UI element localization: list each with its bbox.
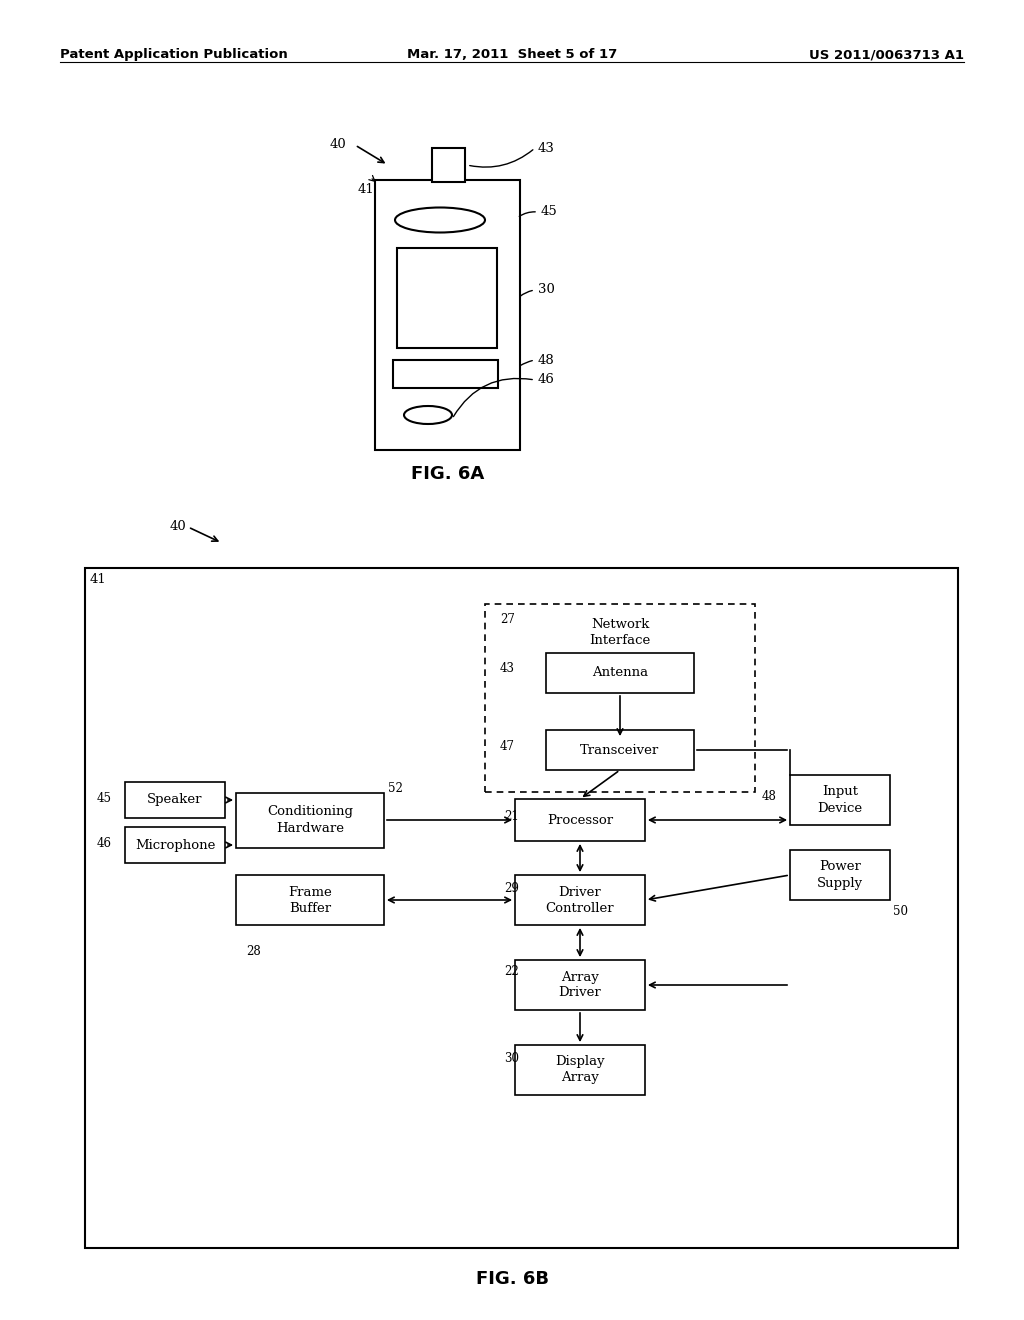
Text: Power
Supply: Power Supply xyxy=(817,861,863,890)
Text: 21: 21 xyxy=(504,810,519,822)
Bar xyxy=(375,180,520,450)
Text: 45: 45 xyxy=(541,205,558,218)
Text: Processor: Processor xyxy=(547,813,613,826)
Bar xyxy=(125,781,225,818)
Text: 41: 41 xyxy=(358,183,375,195)
Text: Input
Device: Input Device xyxy=(817,785,862,814)
Text: 40: 40 xyxy=(170,520,186,533)
Bar xyxy=(515,960,645,1010)
Bar xyxy=(546,730,694,770)
Text: Speaker: Speaker xyxy=(147,793,203,807)
Text: 46: 46 xyxy=(538,374,555,385)
Bar xyxy=(393,360,498,388)
Text: 48: 48 xyxy=(762,789,777,803)
Text: Mar. 17, 2011  Sheet 5 of 17: Mar. 17, 2011 Sheet 5 of 17 xyxy=(407,48,617,61)
Bar xyxy=(485,605,755,792)
Text: 30: 30 xyxy=(504,1052,519,1065)
Bar xyxy=(790,775,890,825)
Text: 40: 40 xyxy=(330,139,347,150)
Bar xyxy=(515,875,645,925)
Bar xyxy=(432,148,465,182)
Ellipse shape xyxy=(404,407,452,424)
Text: 47: 47 xyxy=(500,741,515,752)
Text: FIG. 6B: FIG. 6B xyxy=(475,1270,549,1288)
Text: 48: 48 xyxy=(538,354,555,367)
Text: 52: 52 xyxy=(388,783,402,796)
Text: US 2011/0063713 A1: US 2011/0063713 A1 xyxy=(809,48,964,61)
Text: Conditioning
Hardware: Conditioning Hardware xyxy=(267,805,353,834)
Text: 27: 27 xyxy=(500,612,515,626)
Bar xyxy=(125,828,225,863)
Text: Network
Interface: Network Interface xyxy=(590,618,650,647)
Text: 30: 30 xyxy=(538,282,555,296)
Text: 22: 22 xyxy=(504,965,519,978)
Text: 43: 43 xyxy=(500,663,515,675)
Text: 45: 45 xyxy=(97,792,112,805)
Text: Microphone: Microphone xyxy=(135,838,215,851)
Text: Transceiver: Transceiver xyxy=(581,743,659,756)
Bar xyxy=(790,850,890,900)
Bar xyxy=(515,1045,645,1096)
Text: Patent Application Publication: Patent Application Publication xyxy=(60,48,288,61)
Ellipse shape xyxy=(395,207,485,232)
Bar xyxy=(546,653,694,693)
Text: Display
Array: Display Array xyxy=(555,1056,605,1085)
Text: FIG. 6A: FIG. 6A xyxy=(412,465,484,483)
Bar xyxy=(236,792,384,847)
Text: 50: 50 xyxy=(893,906,908,917)
Text: Frame
Buffer: Frame Buffer xyxy=(288,886,332,915)
Bar xyxy=(515,799,645,841)
Text: Driver
Controller: Driver Controller xyxy=(546,886,614,915)
Text: 29: 29 xyxy=(504,882,519,895)
Bar xyxy=(397,248,497,348)
Text: Antenna: Antenna xyxy=(592,667,648,680)
Bar xyxy=(236,875,384,925)
Text: 28: 28 xyxy=(246,945,261,958)
Text: 41: 41 xyxy=(90,573,106,586)
Bar xyxy=(85,568,958,1247)
Text: 46: 46 xyxy=(97,837,112,850)
Text: Array
Driver: Array Driver xyxy=(559,970,601,999)
Text: 43: 43 xyxy=(538,143,555,154)
